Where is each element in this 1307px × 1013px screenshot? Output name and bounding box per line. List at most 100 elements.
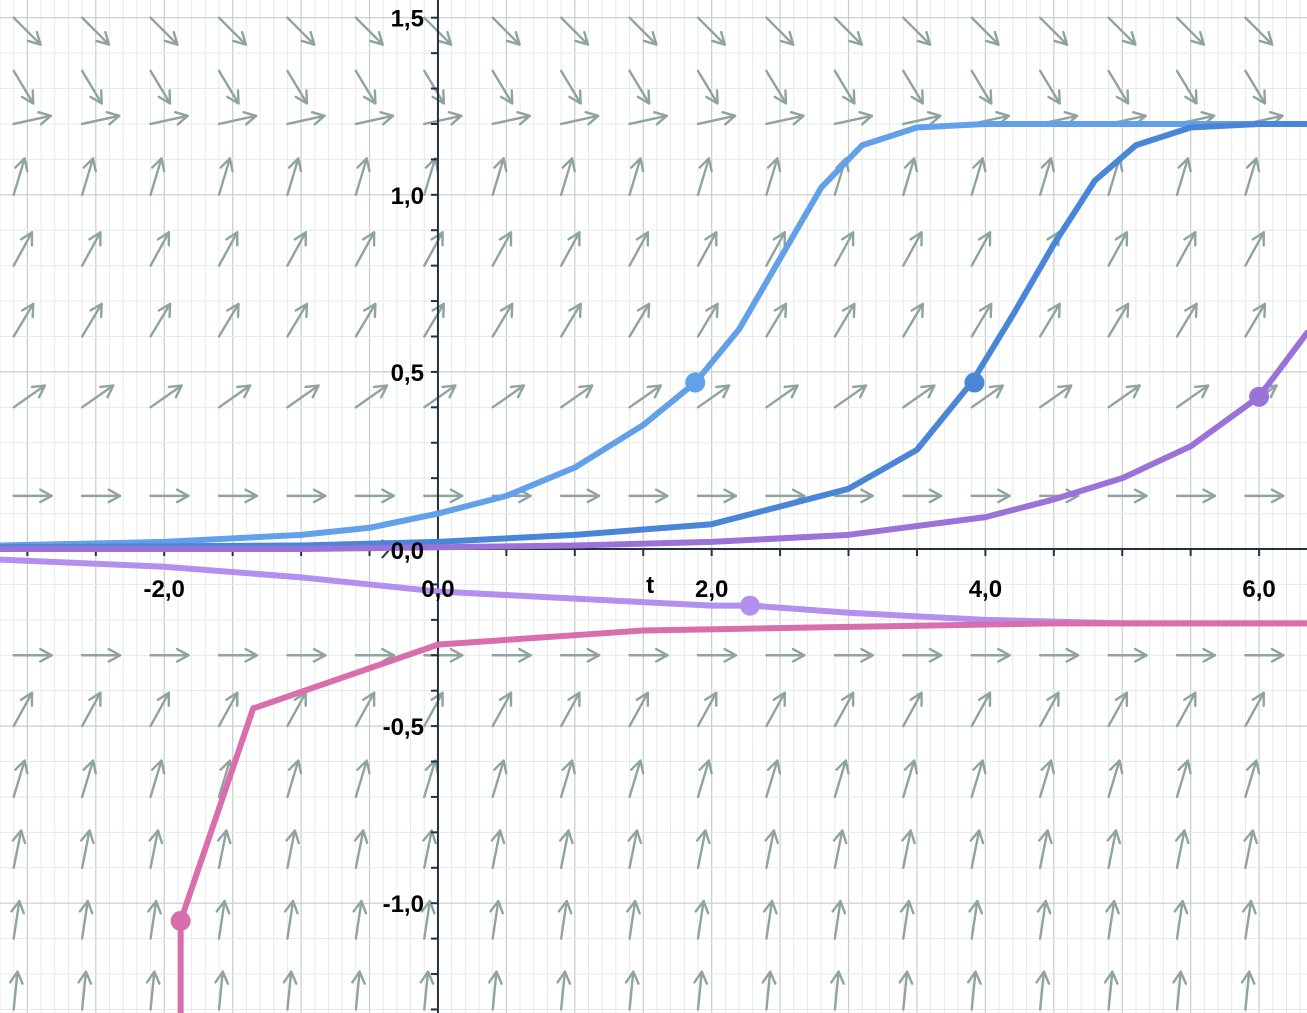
slope-arrow-head — [1036, 899, 1052, 915]
slope-arrow — [217, 384, 252, 409]
slope-arrow-shaft — [1107, 302, 1130, 338]
slope-arrow-head — [1103, 970, 1119, 985]
slope-arrow-shaft — [559, 384, 594, 409]
slope-arrow — [1243, 829, 1258, 869]
slope-arrow-head — [145, 970, 161, 985]
slope-arrow — [419, 970, 435, 1011]
slope-arrow-head — [225, 231, 239, 247]
slope-arrow-head — [848, 30, 863, 46]
slope-arrow-shaft — [149, 970, 156, 1011]
slope-arrow-head — [578, 384, 594, 399]
slope-arrow-head — [156, 691, 171, 708]
slope-arrow-shaft — [80, 114, 121, 126]
slope-arrow — [8, 970, 24, 1011]
slope-arrow — [354, 302, 377, 338]
slope-arrow-shaft — [491, 759, 505, 799]
slope-arrow — [970, 231, 992, 267]
slope-arrow — [491, 647, 532, 663]
slope-arrow-shaft — [696, 691, 718, 728]
slope-arrow-head — [978, 302, 993, 319]
slope-arrow-head — [80, 829, 95, 845]
slope-arrow-head — [304, 384, 320, 399]
slope-arrow — [559, 647, 601, 663]
slope-arrow-head — [312, 647, 327, 663]
x-axis-title: t — [646, 572, 654, 599]
y-tick-label: 0,5 — [391, 360, 424, 387]
slope-arrow-head — [78, 899, 94, 915]
slope-arrow-head — [789, 110, 805, 126]
slope-arrow — [1175, 759, 1192, 799]
slope-arrow-shaft — [80, 829, 91, 869]
slope-arrow-shaft — [628, 69, 651, 105]
slope-arrow-shaft — [765, 759, 779, 799]
slope-arrow — [696, 69, 719, 105]
slope-arrow-head — [711, 30, 727, 46]
slope-arrow-head — [766, 157, 782, 173]
slope-arrow-head — [369, 30, 384, 46]
slope-arrow-shaft — [696, 69, 719, 105]
y-tick-label: 1,0 — [391, 183, 424, 210]
slope-arrow — [423, 69, 446, 105]
slope-arrow-shaft — [833, 114, 874, 126]
slope-arrow — [491, 157, 508, 197]
slope-arrow-head — [215, 899, 231, 915]
slope-arrow-head — [505, 30, 521, 46]
slope-arrow — [12, 691, 34, 728]
slope-arrow-shaft — [628, 16, 658, 46]
x-tick-label: 0,0 — [421, 576, 454, 603]
slope-arrow — [628, 384, 662, 409]
slope-arrow — [354, 759, 371, 799]
slope-arrow-head — [832, 829, 848, 845]
slope-arrow-head — [487, 970, 503, 985]
slope-arrow — [286, 302, 309, 338]
slope-arrow-shaft — [559, 16, 590, 46]
slope-arrow — [491, 384, 526, 409]
slope-arrow-shaft — [491, 69, 514, 105]
slope-arrow — [423, 157, 440, 197]
slope-arrow-head — [226, 89, 240, 105]
slope-arrow-head — [968, 899, 984, 915]
slope-arrow-shaft — [423, 69, 446, 105]
slope-arrow — [1106, 829, 1122, 869]
slope-arrow — [80, 829, 95, 869]
slope-arrow-head — [704, 231, 718, 247]
slope-arrow — [145, 970, 161, 1011]
slope-arrow-head — [695, 829, 711, 845]
slope-arrow-head — [151, 157, 166, 173]
slope-arrow-head — [568, 89, 582, 105]
slope-arrow — [80, 647, 122, 663]
slope-arrow-shaft — [902, 899, 911, 940]
slope-arrow — [149, 16, 179, 46]
slope-arrow-head — [1172, 970, 1188, 985]
slope-arrow-head — [8, 970, 24, 985]
slope-arrow-shaft — [354, 384, 389, 409]
slope-arrow-head — [898, 970, 914, 985]
slope-arrow-shaft — [423, 231, 444, 267]
slope-arrow-head — [287, 759, 303, 775]
slope-arrow-head — [95, 30, 111, 46]
slope-arrow-head — [19, 691, 34, 708]
slope-arrow-shaft — [628, 231, 650, 267]
y-tick-label: 0,0 — [391, 538, 424, 565]
slope-arrow-shaft — [696, 231, 718, 267]
slope-arrow-head — [635, 691, 650, 708]
slope-arrow-head — [14, 759, 29, 775]
slope-arrow-head — [77, 970, 93, 985]
slope-arrow-shaft — [286, 69, 309, 105]
slope-arrow-head — [147, 899, 162, 915]
slope-arrow-head — [1184, 302, 1198, 319]
slope-arrow — [902, 691, 923, 728]
slope-arrow-shaft — [149, 231, 171, 267]
slope-arrow-shaft — [1107, 16, 1137, 46]
slope-arrow-head — [966, 970, 982, 985]
slope-arrow — [765, 759, 782, 799]
slope-arrow-shaft — [628, 759, 642, 799]
slope-arrow-shaft — [286, 302, 309, 338]
slope-arrow — [765, 302, 788, 338]
slope-arrow-shaft — [1038, 691, 1060, 728]
slope-arrow-shaft — [970, 16, 1000, 46]
slope-arrow — [490, 829, 506, 869]
slope-arrow-head — [242, 110, 258, 126]
slope-arrow — [628, 16, 658, 46]
slope-arrow-head — [1115, 302, 1130, 319]
